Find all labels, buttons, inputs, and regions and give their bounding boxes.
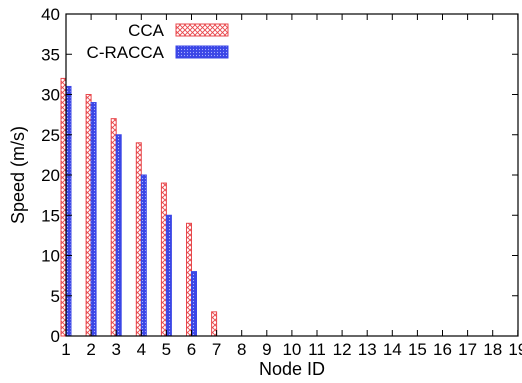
y-tick-label: 35 xyxy=(41,45,60,64)
bar-cca-node-6 xyxy=(186,222,192,337)
x-tick-label: 19 xyxy=(508,340,522,359)
y-tick-label: 5 xyxy=(51,287,60,306)
bar-cca-node-1 xyxy=(60,77,67,337)
y-axis-label: Speed (m/s) xyxy=(8,126,28,224)
bar-c-racca-node-6 xyxy=(191,271,197,337)
bar-cca-node-4 xyxy=(135,142,142,337)
x-tick-label: 1 xyxy=(61,340,70,359)
y-tick-label: 40 xyxy=(41,5,60,24)
x-tick-label: 11 xyxy=(308,340,326,359)
x-axis-label: Node ID xyxy=(259,359,325,379)
x-tick-label: 17 xyxy=(458,340,477,359)
bar-c-racca-node-4 xyxy=(140,174,147,337)
y-tick-label: 15 xyxy=(41,206,60,225)
bar-cca-node-2 xyxy=(85,94,92,337)
x-tick-label: 13 xyxy=(358,340,377,359)
y-tick-label: 30 xyxy=(41,86,60,105)
y-axis-ticks: 0 5 10 15 20 25 30 35 40 xyxy=(41,5,518,346)
y-tick-label: 10 xyxy=(41,247,60,266)
x-tick-label: 16 xyxy=(433,340,452,359)
legend-label-c-racca: C-RACCA xyxy=(87,43,165,62)
bar-c-racca-node-2 xyxy=(90,102,97,337)
legend-swatch-c-racca xyxy=(175,45,229,59)
bar-c-racca-node-5 xyxy=(165,214,172,337)
x-tick-label: 7 xyxy=(212,340,221,359)
x-tick-label: 15 xyxy=(408,340,427,359)
bar-c-racca-node-1 xyxy=(65,85,72,337)
x-tick-label: 14 xyxy=(383,340,402,359)
bar-c-racca-node-3 xyxy=(115,134,122,337)
legend-label-cca: CCA xyxy=(128,21,165,40)
x-tick-label: 10 xyxy=(282,340,301,359)
legend-swatch-cca xyxy=(175,23,229,37)
bar-cca-node-5 xyxy=(160,182,167,337)
y-tick-label: 0 xyxy=(51,327,60,346)
x-tick-label: 4 xyxy=(137,340,146,359)
x-tick-label: 2 xyxy=(86,340,95,359)
x-tick-label: 5 xyxy=(162,340,171,359)
x-tick-label: 18 xyxy=(483,340,502,359)
bars-group xyxy=(60,77,218,337)
x-tick-label: 9 xyxy=(262,340,271,359)
x-tick-label: 8 xyxy=(237,340,246,359)
legend: CCA C-RACCA xyxy=(87,21,229,62)
bar-cca-node-7 xyxy=(211,311,218,337)
x-tick-label: 6 xyxy=(187,340,196,359)
x-tick-label: 12 xyxy=(333,340,352,359)
plot-area-frame xyxy=(65,13,519,337)
bar-cca-node-3 xyxy=(110,118,117,337)
x-axis-ticks: 12345678910111213141516171819 xyxy=(61,14,522,359)
y-tick-label: 25 xyxy=(41,126,60,145)
y-tick-label: 20 xyxy=(41,166,60,185)
x-tick-label: 3 xyxy=(111,340,120,359)
